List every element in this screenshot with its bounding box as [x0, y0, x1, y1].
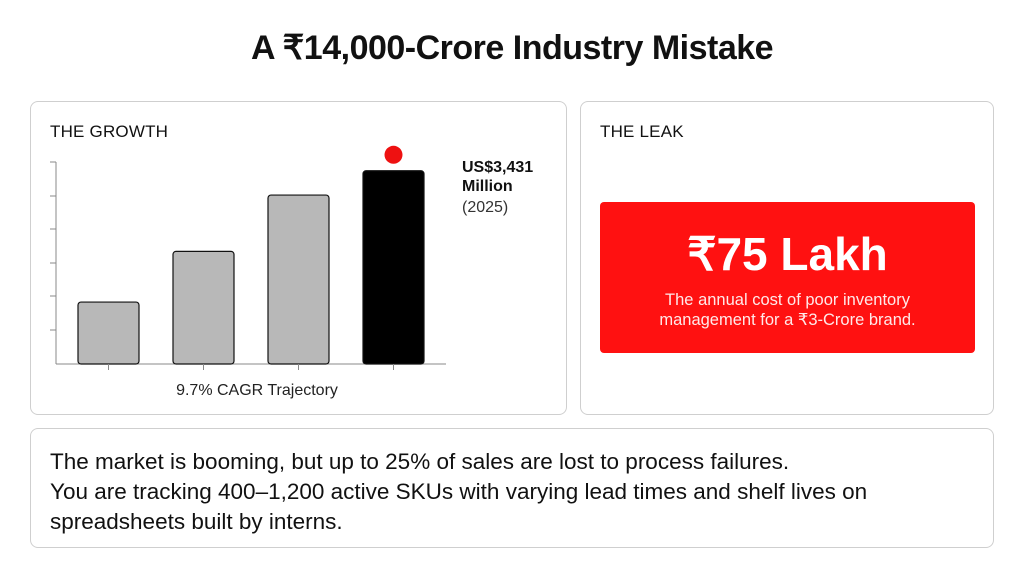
growth-card: THE GROWTH US$3,431 Million (2025) 9.7% … — [30, 101, 567, 415]
summary-text: The market is booming, but up to 25% of … — [50, 447, 975, 537]
page-title: A ₹14,000-Crore Industry Mistake — [250, 29, 774, 67]
bar-highlight — [362, 170, 425, 365]
leak-value: ₹75 Lakh — [687, 228, 888, 280]
bar — [172, 250, 235, 365]
bar — [77, 301, 140, 365]
leak-highlight-box: ₹75 Lakh The annual cost of poor invento… — [600, 202, 975, 353]
summary-line-2: You are tracking 400–1,200 active SKUs w… — [50, 479, 868, 534]
x-axis-label: 9.7% CAGR Trajectory — [176, 382, 338, 399]
y-axis — [50, 161, 57, 364]
annotation-year: (2025) — [462, 199, 508, 216]
leak-card: THE LEAK ₹75 Lakh The annual cost of poo… — [580, 101, 994, 415]
summary-card: The market is booming, but up to 25% of … — [30, 428, 994, 548]
leak-caption: The annual cost of poor inventory manage… — [659, 291, 916, 329]
bar — [267, 194, 330, 365]
annotation-value-line1: US$3,431 — [462, 159, 533, 176]
summary-line-1: The market is booming, but up to 25% of … — [50, 449, 790, 474]
growth-card-label: THE GROWTH — [50, 122, 169, 141]
bars-group — [77, 170, 425, 370]
leak-card-label: THE LEAK — [600, 122, 684, 141]
annotation-value-line2: Million — [462, 178, 513, 195]
growth-chart: US$3,431 Million (2025) 9.7% CAGR Trajec… — [50, 145, 533, 399]
highlight-marker — [384, 145, 403, 164]
